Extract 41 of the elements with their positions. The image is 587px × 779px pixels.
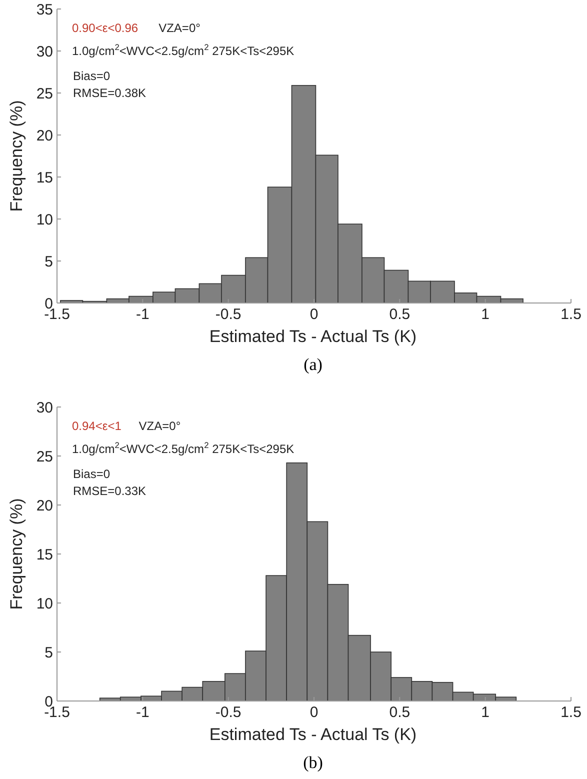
y-tick-label: 25 <box>36 448 53 466</box>
x-tick-label: 0 <box>310 306 318 323</box>
annotation: 0.90<ε<0.96 <box>72 21 138 35</box>
x-tick-label: 1 <box>481 704 490 721</box>
text: (a) <box>304 355 322 374</box>
annotation: RMSE=0.33K <box>73 484 146 498</box>
x-tick-label: -1 <box>136 306 150 323</box>
x-tick-label: 1 <box>481 306 490 323</box>
y-tick-label: 35 <box>36 1 53 18</box>
x-tick-label: -0.5 <box>215 704 242 721</box>
y-tick-label: 25 <box>36 85 53 102</box>
y-axis-title: Frequency (%) <box>7 100 26 212</box>
x-tick-label: -1 <box>136 704 150 721</box>
y-tick-label: 5 <box>44 253 53 270</box>
annotation: RMSE=0.38K <box>73 86 146 100</box>
y-tick-label: 20 <box>36 497 53 514</box>
x-tick-label: 1.5 <box>560 704 582 721</box>
x-tick-label: 0 <box>310 704 318 721</box>
y-tick-label: 15 <box>36 546 53 564</box>
x-axis-title: Estimated Ts - Actual Ts (K) <box>209 725 417 744</box>
y-tick-label: 30 <box>36 399 53 416</box>
annotation: VZA=0° <box>138 419 181 433</box>
annotation: VZA=0° <box>158 21 201 35</box>
y-tick-label: 5 <box>44 644 53 662</box>
y-tick-label: 10 <box>36 211 53 228</box>
annotation: 1.0g/cm$^{2}$<WVC<2.5g/cm$^{2}$ 275K<Ts<295K <box>72 42 294 58</box>
y-tick-label: 20 <box>36 127 53 144</box>
annotation: 0.94<ε<1 <box>72 419 122 433</box>
annotation: Bias=0 <box>73 69 110 83</box>
y-tick-label: 15 <box>36 169 53 186</box>
x-tick-label: 0.5 <box>389 704 410 721</box>
x-tick-label: -0.5 <box>215 306 242 323</box>
x-tick-label: 0.5 <box>389 306 410 323</box>
annotation: 1.0g/cm$^{2}$<WVC<2.5g/cm$^{2}$ 275K<Ts<295K <box>72 440 294 456</box>
x-tick-label: 1.5 <box>560 306 582 323</box>
x-axis-title: Estimated Ts - Actual Ts (K) <box>209 327 417 346</box>
y-tick-label: 10 <box>36 595 53 612</box>
text: (b) <box>303 753 323 772</box>
y-tick-label: 30 <box>36 43 53 60</box>
annotation: Bias=0 <box>73 467 110 481</box>
y-axis-title: Frequency (%) <box>7 498 26 610</box>
